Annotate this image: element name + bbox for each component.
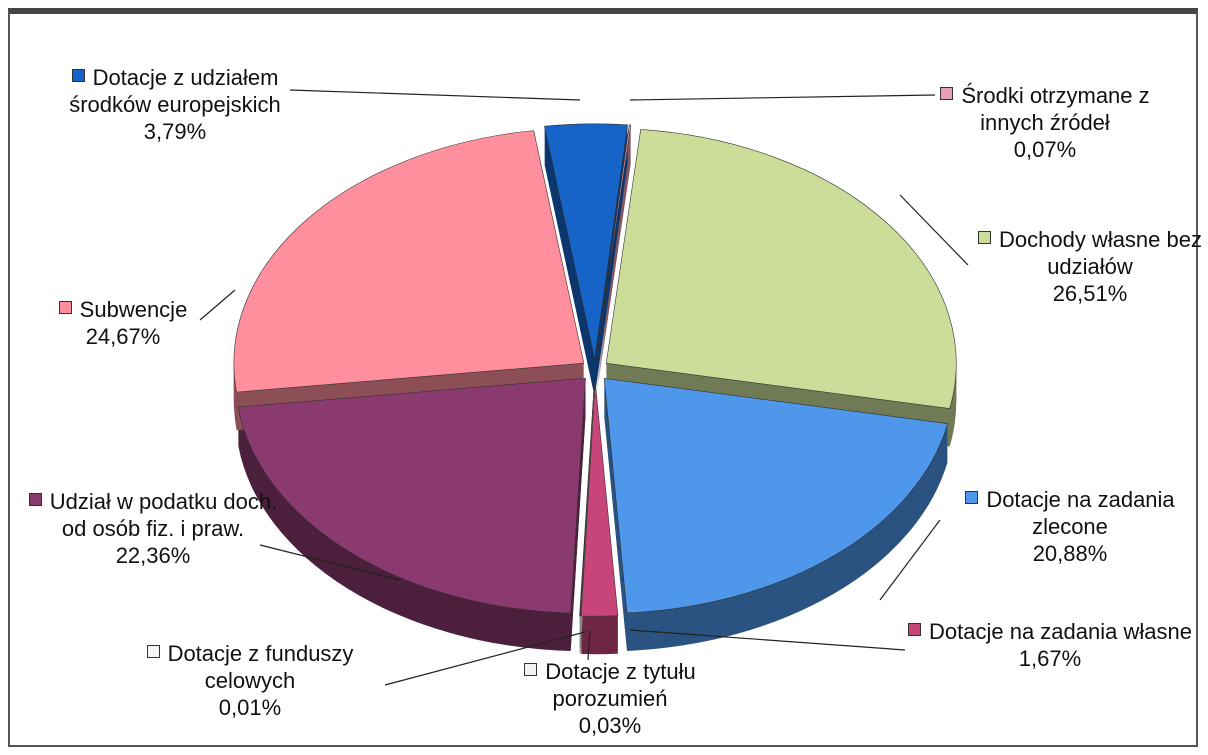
category-name: Dochody własne bez udziałów — [998, 227, 1202, 279]
leader-line — [629, 629, 906, 651]
slice — [579, 381, 595, 617]
legend-swatch — [28, 493, 42, 506]
slice-tops — [233, 123, 957, 617]
slice-side — [596, 150, 631, 385]
legend-swatch — [908, 623, 922, 636]
value-label: 26,51% — [1052, 281, 1128, 306]
slice-side — [596, 160, 631, 395]
slice-label: Udział w podatku doch. od osób fiz. i pr… — [18, 488, 288, 569]
category-name: Udział w podatku doch. od osób fiz. i pr… — [49, 489, 278, 541]
slice — [596, 124, 632, 359]
category-name: Dotacje na zadania zlecone — [986, 487, 1175, 539]
leader-line — [899, 194, 969, 266]
slice-label: Dotacje z udziałem środków europejskich 3… — [40, 64, 310, 145]
slice-side — [596, 152, 631, 387]
legend-swatch — [146, 645, 160, 658]
slice — [233, 130, 585, 393]
slice-label: Środki otrzymane z innych źródeł 0,07% — [920, 82, 1170, 163]
slice-label: Dotacje na zadania zlecone 20,88% — [935, 486, 1205, 567]
value-label: 0,01% — [218, 695, 282, 720]
leader-line — [879, 519, 941, 601]
slice — [237, 377, 586, 614]
slice-label: Dotacje z funduszy celowych 0,01% — [115, 640, 385, 721]
legend-swatch — [58, 301, 72, 314]
category-name: Dotacje z tytułu porozumień — [545, 659, 696, 711]
value-label: 3,79% — [143, 119, 207, 144]
slice-label: Subwencje 24,67% — [28, 296, 218, 350]
slice — [605, 129, 957, 409]
leader-line — [629, 94, 936, 101]
value-label: 24,67% — [85, 324, 161, 349]
category-name: Środki otrzymane z innych źródeł — [961, 83, 1150, 135]
legend-swatch — [524, 663, 538, 676]
slice-label: Dotacje z tytułu porozumień 0,03% — [500, 658, 720, 739]
legend-swatch — [940, 87, 954, 100]
leader-line — [259, 544, 401, 581]
slice-side — [596, 154, 631, 389]
leader-line — [199, 289, 236, 321]
value-label: 0,07% — [1013, 137, 1077, 162]
leader-line — [587, 629, 591, 661]
category-name: Dotacje z udziałem środków europejskich — [69, 65, 281, 117]
legend-swatch — [965, 491, 979, 504]
slice — [544, 123, 628, 359]
slice — [603, 378, 949, 614]
slice — [580, 381, 619, 617]
legend-swatch — [977, 231, 991, 244]
category-name: Subwencje — [79, 297, 188, 322]
slice-label: Dochody własne bez udziałów 26,51% — [970, 226, 1208, 307]
slice-side — [596, 162, 631, 397]
legend-swatch — [71, 69, 85, 82]
slice-label: Dotacje na zadania własne 1,67% — [900, 618, 1200, 672]
frame — [8, 8, 1198, 747]
value-label: 0,03% — [578, 713, 642, 738]
leader-line — [384, 631, 586, 686]
slice-side — [596, 156, 631, 391]
slice-side — [596, 148, 631, 383]
value-label: 22,36% — [115, 543, 191, 568]
category-name: Dotacje na zadania własne — [929, 619, 1192, 644]
value-label: 20,88% — [1032, 541, 1108, 566]
leader-line — [289, 89, 581, 101]
category-name: Dotacje z funduszy celowych — [167, 641, 354, 693]
value-label: 1,67% — [1018, 646, 1082, 671]
slice-side — [596, 158, 631, 393]
